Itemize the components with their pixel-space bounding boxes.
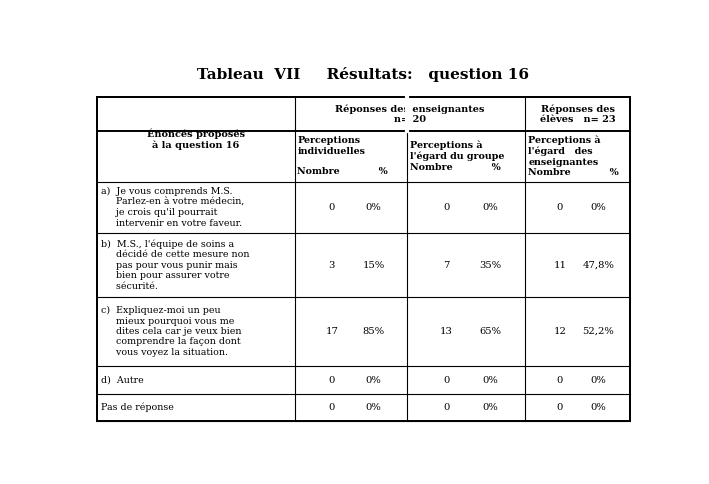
- Text: Perceptions
individuelles

Nombre            %: Perceptions individuelles Nombre %: [298, 136, 388, 177]
- Text: 11: 11: [554, 260, 566, 270]
- Text: 0%: 0%: [482, 403, 498, 412]
- Text: 52,2%: 52,2%: [583, 327, 615, 336]
- Text: 35%: 35%: [479, 260, 501, 270]
- Text: 0: 0: [443, 203, 450, 212]
- Text: Réponses des enseignantes
n= 20: Réponses des enseignantes n= 20: [335, 104, 485, 124]
- Text: 0%: 0%: [591, 403, 606, 412]
- Text: 17: 17: [325, 327, 338, 336]
- Text: 0%: 0%: [482, 376, 498, 385]
- Text: 65%: 65%: [479, 327, 501, 336]
- Text: 0: 0: [329, 203, 335, 212]
- Text: 3: 3: [329, 260, 335, 270]
- Text: 0: 0: [329, 376, 335, 385]
- Text: c)  Expliquez-moi un peu
     mieux pourquoi vous me
     dites cela car je veux: c) Expliquez-moi un peu mieux pourquoi v…: [101, 306, 241, 357]
- Text: d)  Autre: d) Autre: [101, 376, 143, 385]
- Text: 85%: 85%: [362, 327, 384, 336]
- Text: 47,8%: 47,8%: [583, 260, 615, 270]
- Text: a)  Je vous comprends M.S.
     Parlez-en à votre médecin,
     je crois qu'il p: a) Je vous comprends M.S. Parlez-en à vo…: [101, 187, 244, 228]
- Text: 0: 0: [557, 376, 563, 385]
- Text: 0%: 0%: [482, 203, 498, 212]
- Text: 15%: 15%: [362, 260, 385, 270]
- Text: 0: 0: [443, 403, 450, 412]
- Text: 0%: 0%: [591, 376, 606, 385]
- Text: 0%: 0%: [366, 203, 381, 212]
- Text: 0: 0: [557, 403, 563, 412]
- Text: Perceptions à
l'égard   des
enseignantes
Nombre            %: Perceptions à l'égard des enseignantes N…: [528, 136, 619, 177]
- Text: 13: 13: [440, 327, 453, 336]
- Text: Énoncés proposés
à la question 16: Énoncés proposés à la question 16: [147, 129, 245, 150]
- Text: 0%: 0%: [366, 376, 381, 385]
- Text: 0: 0: [443, 376, 450, 385]
- Text: Réponses des
élèves   n= 23: Réponses des élèves n= 23: [540, 104, 615, 124]
- Text: 0%: 0%: [591, 203, 606, 212]
- Text: Perceptions à
l'égard du groupe
Nombre            %: Perceptions à l'égard du groupe Nombre %: [410, 141, 504, 172]
- Text: 0%: 0%: [366, 403, 381, 412]
- Text: 0: 0: [329, 403, 335, 412]
- Text: 7: 7: [443, 260, 450, 270]
- Text: 12: 12: [554, 327, 566, 336]
- Text: Pas de réponse: Pas de réponse: [101, 403, 174, 412]
- Text: b)  M.S., l'équipe de soins a
     décidé de cette mesure non
     pas pour vous: b) M.S., l'équipe de soins a décidé de c…: [101, 240, 249, 290]
- Text: 0: 0: [557, 203, 563, 212]
- Text: Tableau  VII     Résultats:   question 16: Tableau VII Résultats: question 16: [197, 67, 530, 82]
